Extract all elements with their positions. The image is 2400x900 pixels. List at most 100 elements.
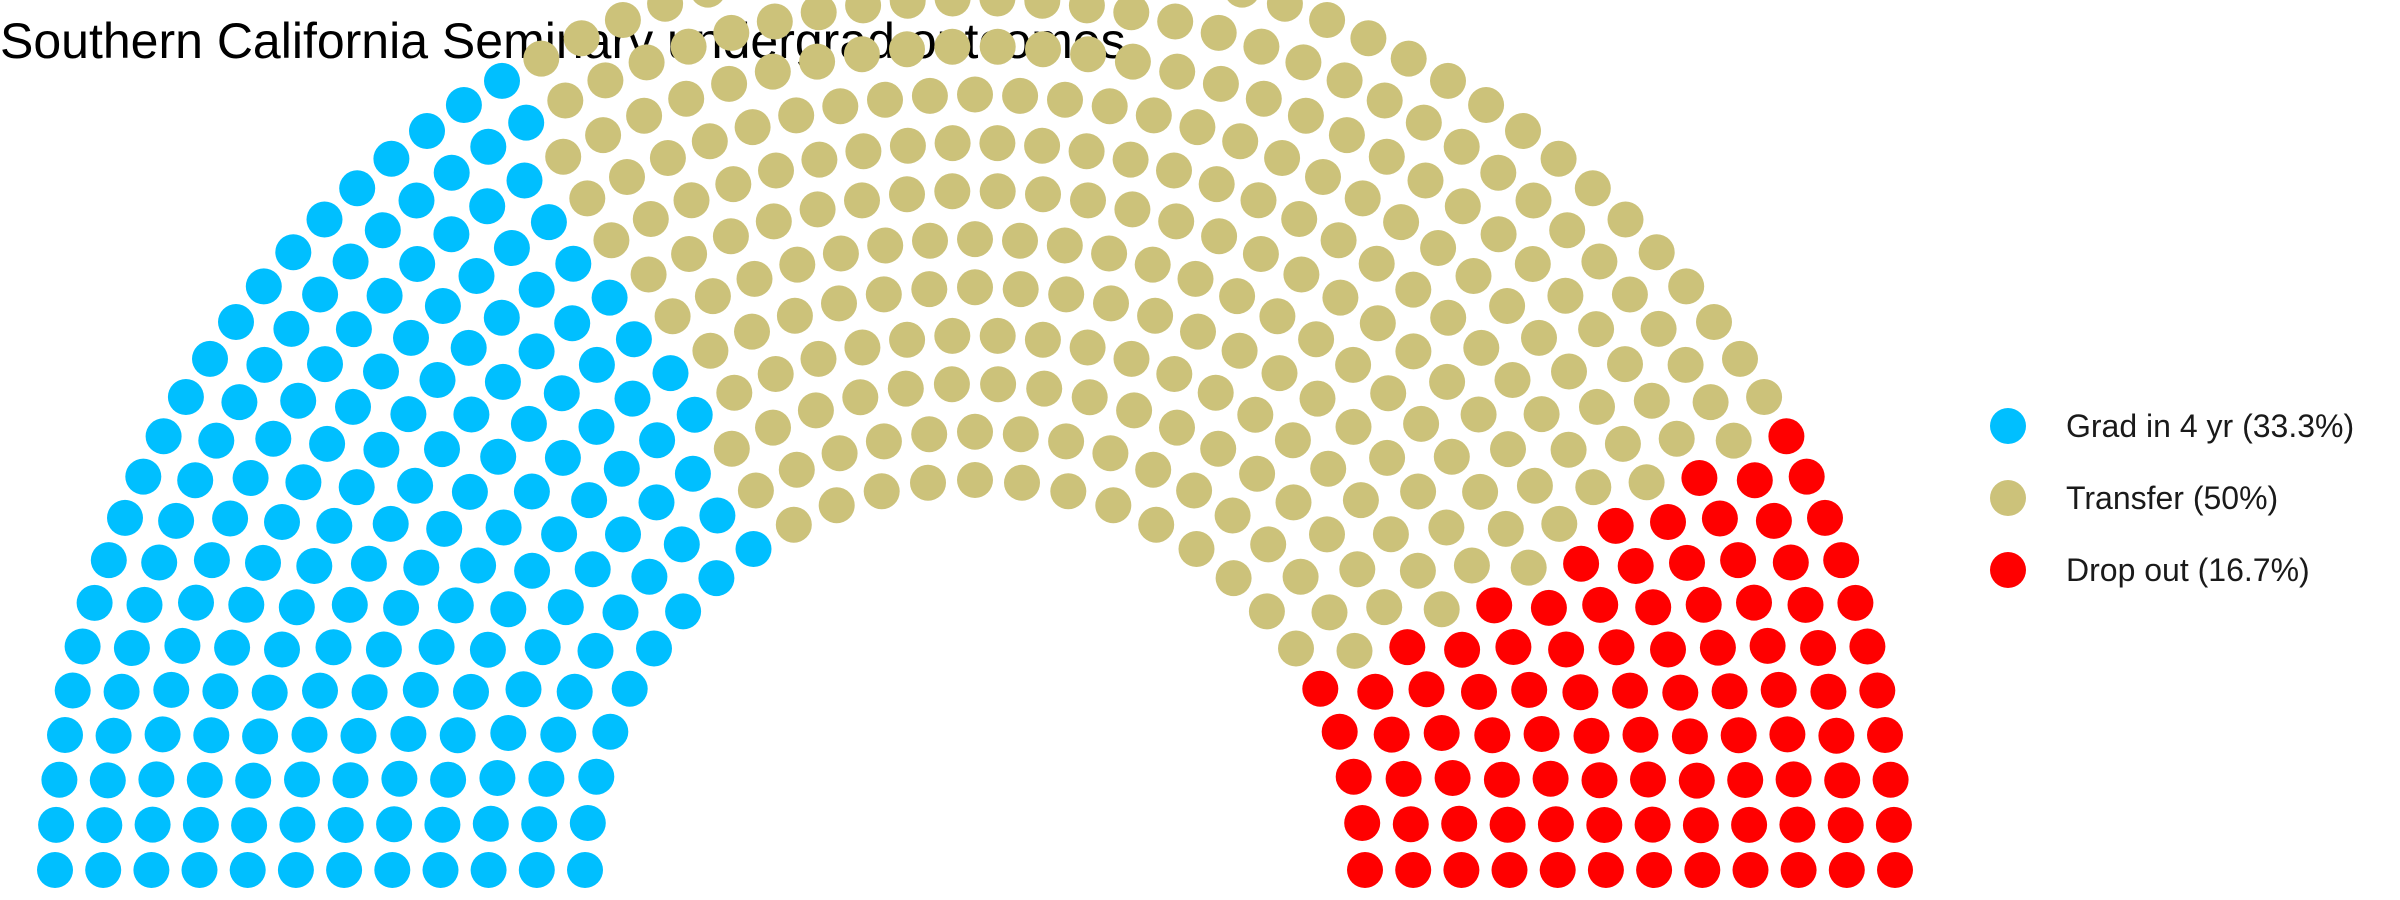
seat xyxy=(1634,806,1671,843)
seat xyxy=(674,455,711,492)
seat xyxy=(779,246,816,283)
seat xyxy=(1392,806,1429,843)
seat xyxy=(212,500,249,537)
seat xyxy=(1309,516,1345,553)
seat xyxy=(691,123,728,160)
seat xyxy=(1701,500,1738,537)
seat xyxy=(1320,222,1357,259)
seat xyxy=(845,0,882,24)
seat xyxy=(518,271,555,308)
seat xyxy=(842,379,879,416)
seat xyxy=(1711,673,1748,710)
seat xyxy=(273,310,310,347)
seat xyxy=(309,425,346,462)
seat xyxy=(490,715,527,751)
seat xyxy=(1671,718,1708,755)
seat xyxy=(887,370,924,407)
seat xyxy=(1669,544,1705,581)
seat xyxy=(626,97,663,134)
seat xyxy=(340,717,377,754)
seat xyxy=(245,544,281,581)
seat xyxy=(591,279,628,316)
seat xyxy=(445,87,482,123)
seat xyxy=(255,420,292,457)
seat xyxy=(1336,632,1373,669)
seat xyxy=(1177,260,1214,297)
seat xyxy=(153,671,190,708)
seat xyxy=(671,236,708,272)
seat xyxy=(1638,234,1675,271)
seat xyxy=(1443,128,1480,165)
seat xyxy=(1692,384,1729,421)
seat xyxy=(1658,420,1695,457)
seat xyxy=(1433,438,1470,475)
seat xyxy=(493,230,530,266)
seat xyxy=(1156,356,1193,392)
seat xyxy=(547,82,584,119)
seat xyxy=(1250,526,1287,563)
seat xyxy=(1248,593,1285,630)
seat xyxy=(1068,0,1105,24)
seat xyxy=(755,203,792,240)
seat xyxy=(889,176,925,213)
seat xyxy=(604,2,641,38)
seat xyxy=(1462,473,1499,510)
seat xyxy=(1514,246,1551,282)
seat xyxy=(934,0,971,17)
seat xyxy=(865,276,902,313)
seat xyxy=(1025,31,1061,68)
seat xyxy=(1461,673,1497,710)
seat xyxy=(800,340,837,377)
seat xyxy=(1322,279,1359,316)
seat xyxy=(95,717,132,754)
seat xyxy=(1180,313,1216,350)
seat xyxy=(1444,188,1481,225)
seat xyxy=(1135,451,1172,488)
legend: Grad in 4 yr (33.3%) Transfer (50%) Drop… xyxy=(1990,390,2354,606)
seat xyxy=(1586,807,1623,843)
seat xyxy=(1480,154,1517,191)
seat xyxy=(609,159,645,195)
seat xyxy=(652,355,689,392)
seat xyxy=(715,166,752,203)
seat xyxy=(472,805,509,842)
seat xyxy=(1548,631,1585,668)
seat xyxy=(513,473,550,510)
seat xyxy=(351,674,388,711)
seat xyxy=(1612,672,1648,709)
seat xyxy=(390,396,427,433)
seat xyxy=(541,516,578,553)
seat xyxy=(458,258,495,294)
seat xyxy=(670,28,707,65)
seat xyxy=(979,28,1016,65)
seat xyxy=(865,423,902,460)
seat xyxy=(480,438,517,475)
seat xyxy=(372,505,409,542)
seat xyxy=(554,305,591,342)
seat xyxy=(402,671,439,708)
seat xyxy=(518,333,555,370)
seat xyxy=(1219,278,1256,315)
seat xyxy=(1221,332,1258,369)
seat xyxy=(957,269,993,306)
seat xyxy=(113,630,150,666)
seat xyxy=(673,182,710,219)
seat xyxy=(430,761,467,798)
seat xyxy=(1480,216,1517,253)
seat xyxy=(1335,346,1372,383)
seat xyxy=(1091,88,1128,125)
seat xyxy=(1877,852,1913,888)
seat xyxy=(302,276,339,313)
seat xyxy=(1788,458,1825,495)
legend-label-dropout: Drop out (16.7%) xyxy=(2066,551,2310,588)
seat xyxy=(107,499,143,536)
seat xyxy=(1532,760,1569,797)
seat xyxy=(632,201,669,237)
seat xyxy=(246,346,283,383)
seat xyxy=(957,413,993,450)
seat xyxy=(1227,0,1257,8)
seat xyxy=(699,497,736,534)
seat xyxy=(911,271,948,308)
seat xyxy=(603,450,640,487)
seat xyxy=(332,762,369,799)
